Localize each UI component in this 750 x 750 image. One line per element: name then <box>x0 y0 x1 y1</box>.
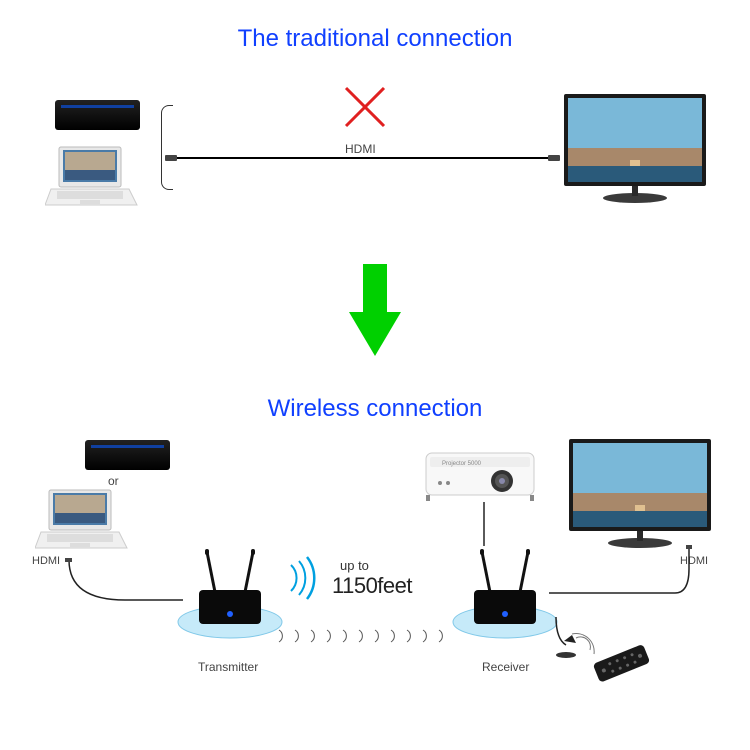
projector: Projector 5000 <box>420 445 540 505</box>
traditional-title: The traditional connection <box>0 25 750 53</box>
source-group-bottom: or HDMI <box>50 440 170 550</box>
or-label: or <box>108 474 119 488</box>
receiver-device <box>450 540 560 640</box>
wireless-section: Wireless connection or HDMI <box>0 380 750 750</box>
receiver-label: Receiver <box>482 660 529 674</box>
x-mark <box>340 82 390 137</box>
cable-rx-to-tv <box>545 545 695 600</box>
source-group-top <box>55 100 165 210</box>
tv-top <box>560 90 710 210</box>
tv-bottom <box>565 435 715 555</box>
range-prefix: up to <box>340 558 412 573</box>
range-value: 1150feet <box>332 573 412 599</box>
hdmi-cable-line <box>177 157 548 159</box>
hdmi-cable-group <box>165 155 560 163</box>
laptop-top <box>45 145 140 210</box>
hdmi-label-top: HDMI <box>345 142 376 156</box>
signal-arcs-tx <box>285 555 325 605</box>
svg-text:Projector 5000: Projector 5000 <box>442 461 482 467</box>
laptop-bottom <box>35 488 130 553</box>
media-box-bottom <box>85 440 170 470</box>
transmitter-label: Transmitter <box>198 660 258 674</box>
wireless-title: Wireless connection <box>0 395 750 423</box>
signal-dots <box>275 628 460 644</box>
ir-signal-arcs <box>568 628 598 663</box>
range-group: up to 1150feet <box>332 558 412 599</box>
cable-source-to-tx <box>65 558 185 608</box>
bracket-top <box>161 105 173 190</box>
traditional-section: The traditional connection HDMI <box>0 0 750 280</box>
hdmi-plug-right <box>548 155 560 161</box>
transition-arrow <box>345 260 405 360</box>
cable-rx-to-projector <box>470 500 500 550</box>
hdmi-plug-left <box>165 155 177 161</box>
media-box-top <box>55 100 140 130</box>
hdmi-label-source: HDMI <box>32 555 60 567</box>
transmitter-device <box>175 540 285 640</box>
